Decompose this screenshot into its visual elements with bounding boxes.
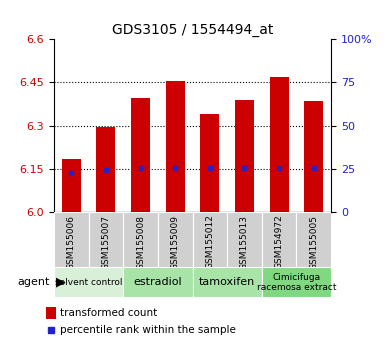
Bar	[304, 101, 323, 212]
Text: agent: agent	[18, 277, 50, 287]
Text: transformed count: transformed count	[60, 308, 157, 318]
Text: GSM155012: GSM155012	[205, 215, 214, 269]
Text: tamoxifen: tamoxifen	[199, 277, 255, 287]
Text: GSM155005: GSM155005	[309, 215, 318, 270]
Bar	[166, 81, 185, 212]
Bar	[89, 212, 123, 267]
Text: ▶: ▶	[56, 276, 65, 289]
Bar	[158, 212, 192, 267]
Bar	[270, 76, 289, 212]
Text: estradiol: estradiol	[134, 277, 182, 287]
Bar	[235, 99, 254, 212]
Bar	[62, 159, 81, 212]
Text: GSM155013: GSM155013	[240, 215, 249, 270]
Bar	[96, 127, 116, 212]
Text: GSM155007: GSM155007	[101, 215, 110, 270]
Text: solvent control: solvent control	[55, 278, 122, 287]
Text: GSM154972: GSM154972	[275, 215, 284, 269]
Text: percentile rank within the sample: percentile rank within the sample	[60, 325, 236, 335]
Bar	[46, 307, 56, 319]
Bar	[123, 267, 192, 297]
Text: Cimicifuga
racemosa extract: Cimicifuga racemosa extract	[257, 273, 336, 292]
Text: GSM155008: GSM155008	[136, 215, 145, 270]
Bar	[131, 98, 150, 212]
Bar	[200, 114, 219, 212]
Text: GSM155006: GSM155006	[67, 215, 76, 270]
Bar	[227, 212, 262, 267]
Bar	[262, 212, 296, 267]
Text: GDS3105 / 1554494_at: GDS3105 / 1554494_at	[112, 23, 273, 37]
Bar	[54, 212, 89, 267]
Text: GSM155009: GSM155009	[171, 215, 180, 270]
Bar	[192, 267, 262, 297]
Bar	[262, 267, 331, 297]
Bar	[54, 267, 123, 297]
Bar	[192, 212, 227, 267]
Bar	[296, 212, 331, 267]
Bar	[123, 212, 158, 267]
